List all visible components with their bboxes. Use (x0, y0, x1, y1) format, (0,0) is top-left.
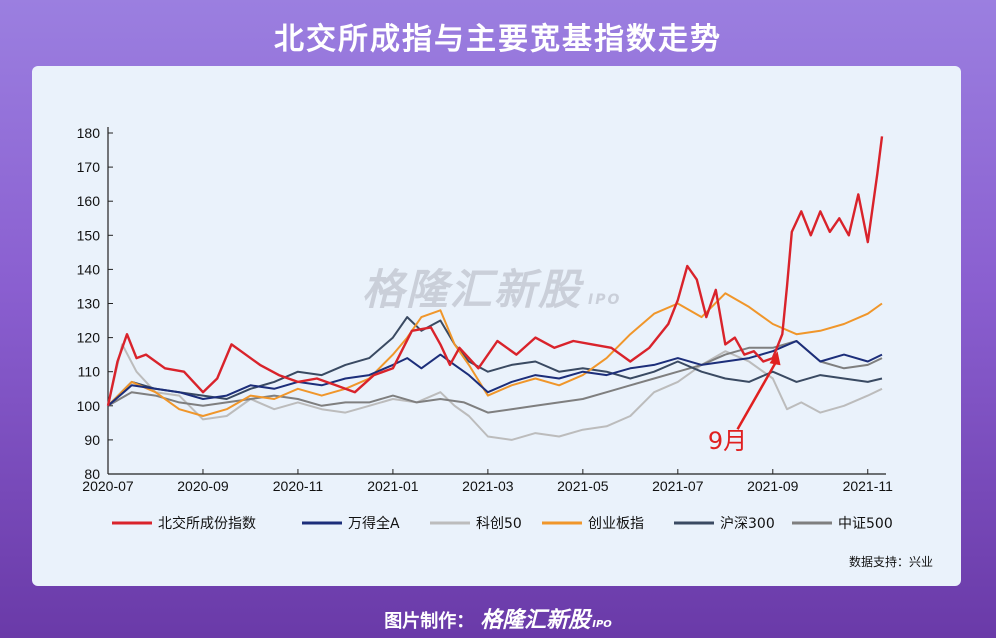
line-chart: 80 90 100 110 120 130 140 150 160 170 180 2020-07 20… (77, 125, 893, 532)
y-tick-label: 150 (77, 227, 101, 243)
axes: 80 90 100 110 120 130 140 150 160 170 180 2020-07 20… (77, 125, 893, 494)
legend-label: 创业板指 (588, 516, 644, 532)
legend-label: 北交所成份指数 (158, 515, 256, 532)
annotation-arrow (736, 358, 779, 430)
footer-label: 图片制作： (384, 611, 475, 632)
y-tick-label: 160 (77, 193, 101, 209)
x-tick-label: 2020-11 (273, 478, 324, 494)
y-tick-label: 90 (84, 432, 100, 448)
y-tick-label: 80 (84, 466, 100, 482)
series-line-0 (106, 136, 884, 407)
x-tick-label: 2021-09 (747, 478, 799, 494)
x-tick-label: 2021-03 (462, 478, 514, 494)
annotation-label: 9月 (708, 427, 747, 455)
footer: 图片制作： 格隆汇新股 IPO (0, 602, 996, 634)
footer-ipo: IPO (592, 619, 612, 630)
legend-label: 中证500 (838, 516, 893, 532)
data-source: 数据支持：兴业 (848, 555, 933, 569)
x-tick-label: 2021-01 (367, 478, 419, 494)
series-layer (106, 136, 884, 441)
x-tick-label: 2021-07 (652, 478, 704, 494)
page-title: 北交所成指与主要宽基指数走势 (274, 22, 722, 57)
y-tick-label: 110 (78, 364, 101, 380)
y-tick-label: 180 (77, 125, 101, 141)
legend-label: 科创50 (476, 516, 522, 532)
series-line-1 (107, 340, 883, 407)
legend: 北交所成份指数 万得全A 科创50 创业板指 沪深300 中证500 (112, 515, 893, 532)
annotation-arrowhead (769, 351, 781, 366)
y-tick-label: 120 (77, 330, 101, 346)
chart-card: 80 90 100 110 120 130 140 150 160 170 180 2020-07 20… (32, 66, 961, 586)
x-tick-label: 2021-05 (557, 478, 609, 494)
y-tick-label: 100 (77, 398, 101, 414)
y-tick-label: 170 (77, 159, 101, 175)
legend-label: 万得全A (348, 515, 400, 532)
legend-label: 沪深300 (720, 516, 775, 532)
series-line-2 (107, 343, 883, 441)
x-tick-label: 2020-07 (82, 478, 134, 494)
series-line-5 (107, 340, 883, 414)
x-tick-label: 2020-09 (177, 478, 229, 494)
x-tick-label: 2021-11 (843, 478, 894, 494)
series-line-3 (107, 292, 883, 417)
footer-brand: 格隆汇新股 (480, 608, 591, 633)
annotation-layer: 9月 (708, 351, 781, 455)
y-tick-label: 140 (77, 261, 101, 277)
y-tick-label: 130 (77, 296, 101, 312)
